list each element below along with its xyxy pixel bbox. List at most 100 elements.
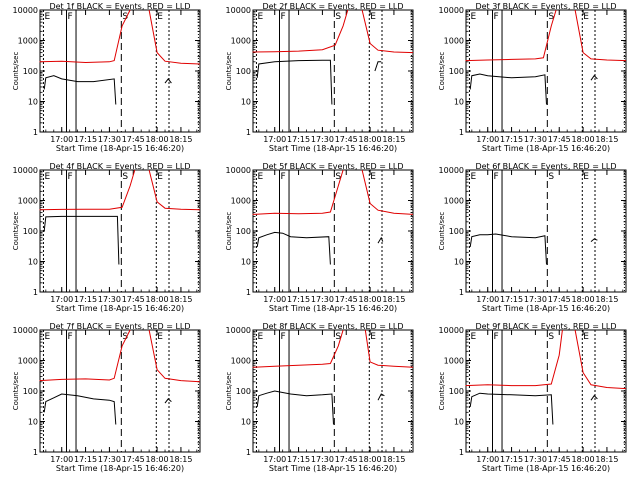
y-tick-label: 100 bbox=[449, 227, 464, 236]
x-tick-label: 17:45 bbox=[122, 135, 145, 144]
y-tick-label: 1 bbox=[246, 128, 251, 137]
y-tick-label: 1000 bbox=[231, 37, 251, 46]
x-tick-label: 18:15 bbox=[382, 295, 405, 304]
y-tick-label: 10000 bbox=[13, 6, 38, 15]
series-line-events bbox=[469, 233, 547, 265]
x-tick-label: 17:30 bbox=[311, 455, 334, 464]
x-tick-label: 18:15 bbox=[169, 135, 192, 144]
chart-panel-2: Det 2f BLACK = Events, RED = LLD 1 10 100 10… bbox=[225, 2, 414, 153]
y-tick-label: 10000 bbox=[439, 326, 464, 335]
x-tick-label: 17:00 bbox=[476, 295, 499, 304]
event-marker-label: E bbox=[157, 12, 163, 22]
event-marker-label: E bbox=[370, 12, 376, 22]
series-line-events bbox=[164, 398, 172, 404]
chart-title: Det 6f BLACK = Events, RED = LLD bbox=[475, 162, 616, 171]
series-line-events bbox=[590, 238, 598, 242]
y-axis-label: Counts/sec bbox=[225, 212, 233, 251]
y-axis-label: Counts/sec bbox=[12, 52, 20, 91]
event-marker-label: E bbox=[44, 332, 50, 342]
series-line-events bbox=[43, 215, 120, 265]
event-marker-label: F bbox=[280, 172, 285, 182]
y-tick-label: 10000 bbox=[226, 6, 251, 15]
plot-frame bbox=[465, 329, 627, 453]
event-marker-label: S bbox=[335, 12, 341, 22]
y-tick-label: 10 bbox=[241, 98, 251, 107]
series-line-lld bbox=[39, 169, 136, 211]
event-marker-label: E bbox=[257, 12, 263, 22]
y-tick-label: 10 bbox=[28, 418, 38, 427]
y-tick-label: 100 bbox=[23, 387, 38, 396]
x-tick-label: 17:45 bbox=[548, 135, 571, 144]
y-tick-label: 1000 bbox=[18, 37, 38, 46]
y-tick-label: 10 bbox=[454, 418, 464, 427]
y-tick-label: 100 bbox=[23, 227, 38, 236]
y-tick-label: 100 bbox=[236, 387, 251, 396]
y-tick-label: 100 bbox=[23, 67, 38, 76]
chart-panel-4: Det 4f BLACK = Events, RED = LLD 1 10 100 10… bbox=[12, 162, 201, 313]
x-tick-label: 18:00 bbox=[572, 455, 595, 464]
event-marker-label: E bbox=[157, 332, 163, 342]
x-tick-label: 17:30 bbox=[98, 295, 121, 304]
x-tick-label: 18:00 bbox=[146, 455, 169, 464]
y-tick-label: 1 bbox=[33, 448, 38, 457]
event-marker-label: S bbox=[335, 172, 341, 182]
chart-title: Det 4f BLACK = Events, RED = LLD bbox=[49, 162, 190, 171]
x-tick-label: 17:15 bbox=[500, 135, 523, 144]
series-line-events bbox=[590, 74, 598, 81]
series-line-events bbox=[256, 231, 331, 265]
x-tick-label: 17:00 bbox=[263, 455, 286, 464]
series-line-events bbox=[256, 390, 334, 425]
series-line-events bbox=[374, 61, 382, 72]
y-tick-label: 10 bbox=[454, 258, 464, 267]
x-tick-label: 17:00 bbox=[50, 455, 73, 464]
event-marker-label: E bbox=[583, 332, 589, 342]
y-tick-label: 100 bbox=[236, 227, 251, 236]
x-tick-label: 18:00 bbox=[359, 135, 382, 144]
series-line-events bbox=[164, 78, 172, 84]
series-line-lld bbox=[252, 329, 344, 368]
y-tick-label: 10000 bbox=[439, 6, 464, 15]
x-tick-label: 18:00 bbox=[572, 135, 595, 144]
x-tick-label: 17:45 bbox=[335, 455, 358, 464]
series-line-events bbox=[377, 236, 384, 244]
x-axis-label: Start Time (18-Apr-15 16:46:20) bbox=[56, 144, 184, 153]
x-tick-label: 18:15 bbox=[595, 135, 618, 144]
y-tick-label: 1 bbox=[459, 448, 464, 457]
plot-frame bbox=[252, 9, 414, 133]
x-tick-label: 17:45 bbox=[548, 455, 571, 464]
y-tick-label: 10000 bbox=[226, 326, 251, 335]
series-line-events bbox=[469, 392, 554, 425]
y-tick-label: 10 bbox=[28, 98, 38, 107]
chart-panel-3: Det 3f BLACK = Events, RED = LLD 1 10 100 10… bbox=[438, 2, 627, 153]
series-line-lld bbox=[252, 169, 344, 215]
plot-frame bbox=[39, 329, 201, 453]
event-marker-label: F bbox=[67, 332, 72, 342]
plot-frame bbox=[465, 169, 627, 293]
chart-panel-9: Det 9f BLACK = Events, RED = LLD 1 10 100 10… bbox=[438, 322, 627, 473]
x-tick-label: 17:30 bbox=[524, 135, 547, 144]
chart-panel-6: Det 6f BLACK = Events, RED = LLD 1 10 100 10… bbox=[438, 162, 627, 313]
x-tick-label: 17:15 bbox=[287, 135, 310, 144]
x-axis-label: Start Time (18-Apr-15 16:46:20) bbox=[482, 304, 610, 313]
y-tick-label: 1000 bbox=[231, 357, 251, 366]
x-tick-label: 17:30 bbox=[311, 135, 334, 144]
event-marker-label: E bbox=[44, 172, 50, 182]
x-tick-label: 17:45 bbox=[335, 295, 358, 304]
y-tick-label: 1000 bbox=[18, 197, 38, 206]
x-tick-label: 17:00 bbox=[263, 295, 286, 304]
series-line-lld bbox=[148, 9, 201, 65]
plot-frame bbox=[252, 169, 414, 293]
y-tick-label: 1 bbox=[246, 288, 251, 297]
event-marker-label: E bbox=[257, 332, 263, 342]
chart-title: Det 9f BLACK = Events, RED = LLD bbox=[475, 322, 616, 331]
series-line-lld bbox=[252, 9, 349, 53]
series-line-lld bbox=[361, 169, 414, 215]
event-marker-label: E bbox=[470, 332, 476, 342]
plot-frame bbox=[465, 9, 627, 133]
y-axis-label: Counts/sec bbox=[12, 372, 20, 411]
y-tick-label: 1000 bbox=[18, 357, 38, 366]
event-marker-label: E bbox=[157, 172, 163, 182]
x-tick-label: 17:15 bbox=[74, 455, 97, 464]
y-tick-label: 1000 bbox=[444, 197, 464, 206]
